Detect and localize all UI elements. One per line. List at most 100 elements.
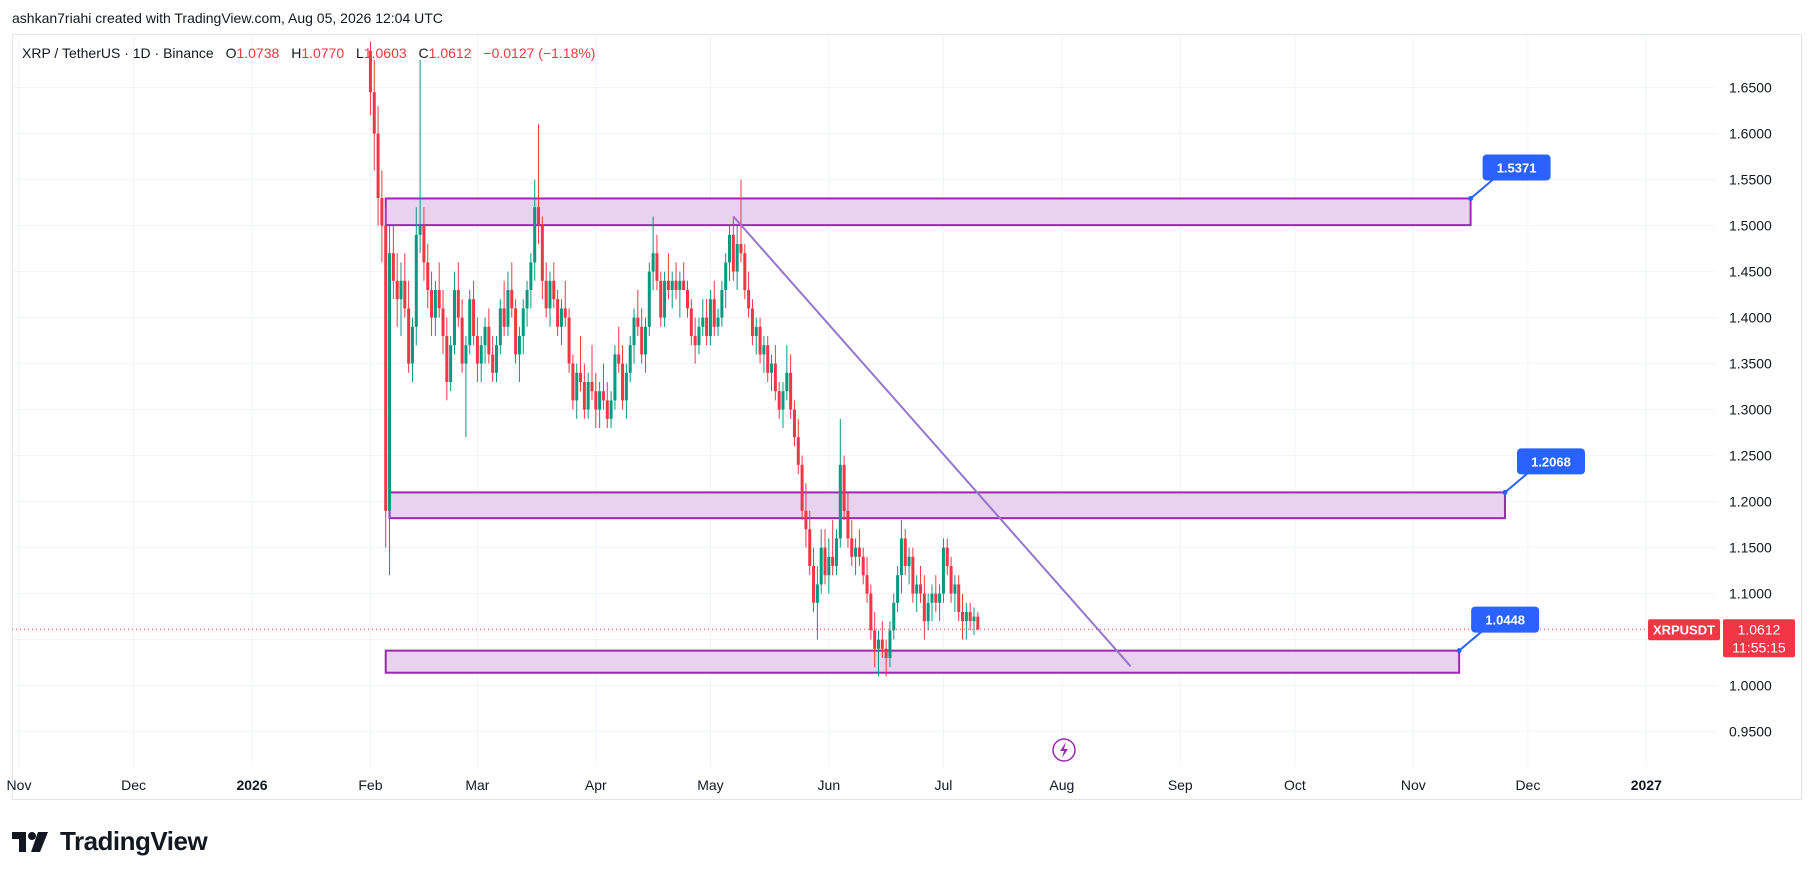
candle-body [674, 280, 678, 290]
y-tick-label: 1.1500 [1729, 540, 1772, 556]
candle-body [716, 317, 720, 327]
candle-body [617, 354, 621, 364]
candle-body [506, 290, 510, 327]
candle-body [403, 280, 407, 309]
descending-trendline [732, 215, 1132, 667]
candle-body [495, 345, 498, 373]
candle-body [636, 317, 640, 327]
candle-body [919, 584, 923, 594]
close-label: C [418, 45, 429, 61]
y-tick-label: 1.1000 [1729, 586, 1772, 602]
tradingview-logo[interactable]: TradingView [12, 826, 208, 857]
candle-body [544, 280, 548, 309]
y-tick-label: 1.4500 [1729, 264, 1772, 280]
x-tick-label: Apr [585, 777, 607, 793]
candle-body [785, 372, 789, 392]
candle-body [418, 225, 422, 235]
candle-body [624, 372, 628, 401]
x-tick-label: 2026 [236, 777, 267, 793]
candle-body [540, 225, 544, 281]
symbol-info-bar[interactable]: XRP / TetherUS · 1D · Binance O1.0738 H1… [22, 45, 595, 61]
y-tick-label: 1.6500 [1729, 80, 1772, 96]
candle-body [643, 326, 647, 355]
candle-body [953, 584, 957, 594]
candle-body [395, 280, 399, 300]
candle-body [705, 317, 709, 336]
y-tick-label: 1.0000 [1729, 678, 1772, 694]
callout-label: 1.2068 [1531, 454, 1571, 469]
candle-body [666, 280, 670, 290]
candle-body [930, 593, 934, 603]
x-axis[interactable]: Nov Dec 2026 Feb Mar Apr May Jun Jul Aug Sep Oct Nov… [7, 777, 1663, 793]
candle-body [586, 382, 590, 410]
candle-body [720, 290, 724, 318]
candle-body [582, 382, 586, 410]
y-tick-label: 1.6000 [1729, 126, 1772, 142]
callout-box [1471, 606, 1540, 633]
candle-body [728, 234, 732, 263]
candle-body [758, 326, 762, 355]
candle-body [911, 556, 915, 594]
candle-body [846, 510, 850, 539]
candle-body [854, 547, 858, 557]
candle-body [941, 547, 945, 594]
chart-frame[interactable] [12, 34, 1802, 800]
candle-body [792, 409, 796, 438]
candle-body [815, 584, 819, 603]
callout-box [1516, 448, 1585, 475]
candle-body [689, 308, 693, 336]
open-label: O [225, 45, 237, 61]
candle-body [857, 547, 861, 557]
candle-body [777, 391, 781, 410]
trendline[interactable] [732, 215, 1132, 667]
candle-body [880, 639, 884, 649]
candle-body [647, 271, 651, 327]
x-tick-label: Aug [1049, 777, 1074, 793]
candle-body [487, 326, 491, 355]
zones[interactable] [384, 197, 1506, 674]
y-tick-label: 1.3000 [1729, 402, 1772, 418]
candle-body [884, 648, 888, 658]
tradingview-logo-text: TradingView [60, 826, 208, 856]
last-price-text: 1.0612 [1738, 621, 1781, 637]
candle-body [651, 253, 655, 272]
candle-body [433, 290, 437, 318]
candle-body [514, 308, 518, 355]
candle-body [945, 547, 949, 566]
y-tick-label: 1.2000 [1729, 494, 1772, 510]
low-label: L [356, 45, 364, 61]
candle-body [804, 510, 808, 530]
high-value: 1.0770 [301, 45, 345, 61]
candle-body [896, 575, 900, 603]
y-tick-label: 1.5000 [1729, 218, 1772, 234]
callouts[interactable]: 1.5371 1.2068 1.0448 [1456, 154, 1585, 654]
candle-body [873, 630, 877, 649]
callout-anchor [1502, 489, 1508, 495]
candle-body [796, 437, 800, 465]
callout-anchor [1468, 195, 1474, 201]
candle-body [934, 593, 938, 603]
candle-body [659, 280, 663, 318]
candle-body [605, 400, 609, 419]
candle-body [575, 372, 579, 401]
x-tick-label: May [697, 777, 723, 793]
candle-body [861, 556, 865, 576]
lightning-event-icon[interactable] [1052, 738, 1076, 762]
candle-body [686, 290, 689, 309]
candle-body [502, 308, 506, 327]
change-value: −0.0127 (−1.18%) [483, 45, 596, 61]
candle-body [670, 280, 674, 290]
candle-body [441, 308, 445, 336]
candle-body [949, 566, 953, 594]
candle-body [498, 308, 502, 346]
callout-box [1482, 154, 1551, 181]
zone-rect [384, 649, 1461, 674]
symbol-name[interactable]: XRP / TetherUS · 1D · Binance [22, 45, 214, 61]
candle-body [426, 262, 430, 290]
countdown-text: 11:55:15 [1732, 639, 1786, 655]
candle-body [628, 345, 632, 373]
candle-body [888, 630, 892, 658]
candle-body [548, 280, 552, 309]
candle-body [701, 317, 705, 327]
